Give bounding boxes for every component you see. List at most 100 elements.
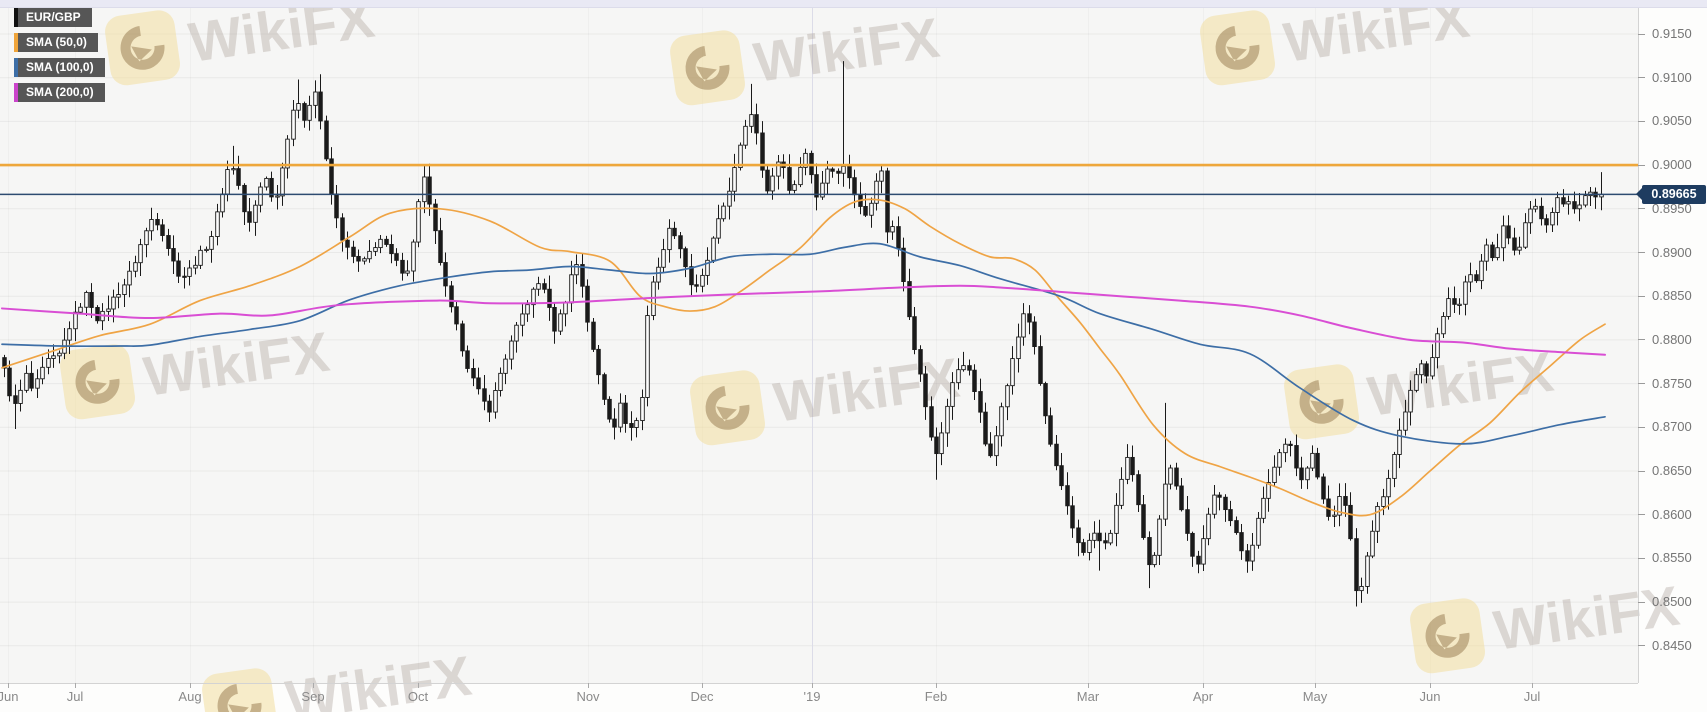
candle-down <box>236 168 241 186</box>
candle-down <box>612 418 617 428</box>
candle-up <box>743 125 748 146</box>
candle-down <box>1059 465 1064 487</box>
y-axis-tick <box>1638 470 1645 472</box>
candle-down <box>1348 504 1353 540</box>
candle-down <box>356 255 361 262</box>
candle-up <box>493 390 498 413</box>
candle-up <box>1397 429 1402 455</box>
wikifx-eagle-glyph <box>685 46 730 90</box>
candle-up <box>1550 212 1555 226</box>
candle-up <box>1435 333 1440 359</box>
candle-up <box>1419 363 1424 376</box>
candle-down <box>302 103 307 121</box>
candle-up <box>1087 539 1092 553</box>
legend-item-indicator[interactable]: SMA (50,0) <box>14 33 98 52</box>
candle-up <box>1441 316 1446 335</box>
candle-down <box>166 235 171 249</box>
wikifx-logo-icon <box>105 10 180 86</box>
y-axis-label: 0.8450 <box>1652 637 1692 653</box>
candle-up <box>187 267 192 277</box>
candle-up <box>51 355 56 359</box>
candle-down <box>585 285 590 323</box>
candle-down <box>623 402 628 424</box>
candle-up <box>411 241 416 272</box>
candle-up <box>738 144 743 169</box>
candle-up <box>950 382 955 407</box>
candle-down <box>547 288 552 308</box>
y-axis-tick <box>1638 164 1645 166</box>
candle-down <box>394 253 399 261</box>
sma-line-sma-100 <box>1 242 1606 445</box>
y-axis-tick <box>1638 383 1645 385</box>
y-axis-tick <box>1638 295 1645 297</box>
candle-up <box>825 168 830 184</box>
candle-down <box>1424 363 1429 377</box>
candle-up <box>78 306 83 313</box>
legend-item-indicator[interactable]: SMA (100,0) <box>14 58 105 77</box>
candle-up <box>225 169 230 195</box>
candle-up <box>1430 357 1435 377</box>
y-axis-label: 0.8500 <box>1652 594 1692 610</box>
candle-down <box>596 348 601 376</box>
candle-up <box>1403 411 1408 431</box>
candle-down <box>672 227 677 237</box>
candle-up <box>67 328 72 341</box>
candle-down <box>591 321 596 350</box>
candle-up <box>1523 222 1528 248</box>
badge-arrow-icon <box>1636 188 1642 201</box>
candle-up <box>422 176 427 203</box>
candle-down <box>1490 244 1495 259</box>
candle-up <box>574 264 579 276</box>
candle-up <box>1479 260 1484 282</box>
candle-up <box>498 372 503 391</box>
legend-item-symbol[interactable]: EUR/GBP <box>14 8 92 27</box>
candle-down <box>852 177 857 196</box>
candle-up <box>84 291 89 308</box>
candle-down <box>1474 274 1479 282</box>
candle-down <box>1065 485 1070 507</box>
x-axis-label: May <box>1302 689 1328 704</box>
wikifx-eagle-glyph <box>705 386 750 430</box>
indicator-legend: EUR/GBP SMA (50,0) SMA (100,0) SMA (200,0) <box>14 8 105 108</box>
candle-up <box>149 219 154 232</box>
candle-down <box>171 248 176 262</box>
candle-up <box>705 259 710 276</box>
candle-up <box>667 227 672 251</box>
candle-up <box>727 190 732 207</box>
candle-down <box>247 211 252 223</box>
candle-down <box>683 248 688 268</box>
candle-down <box>1048 415 1053 445</box>
candle-up <box>645 315 650 398</box>
last-price-badge: 0.89665 <box>1636 184 1706 204</box>
candle-up <box>198 249 203 266</box>
candle-up <box>999 406 1004 437</box>
candle-up <box>1016 336 1021 360</box>
candle-up <box>792 184 797 191</box>
candle-up <box>841 165 846 174</box>
candle-down <box>830 168 835 172</box>
candle-up <box>1277 452 1282 468</box>
candle-up <box>1256 517 1261 546</box>
legend-item-indicator[interactable]: SMA (200,0) <box>14 83 105 102</box>
candle-down <box>7 367 12 397</box>
candle-up <box>798 166 803 186</box>
candle-up <box>1010 358 1015 387</box>
candle-down <box>400 259 405 274</box>
candle-up <box>378 238 383 249</box>
wikifx-eagle-glyph <box>1215 26 1260 70</box>
candle-up <box>313 91 318 106</box>
candle-down <box>814 174 819 198</box>
candle-up <box>1201 538 1206 565</box>
candle-up <box>1310 452 1315 469</box>
sma-line-sma-50 <box>1 198 1606 517</box>
candle-up <box>373 247 378 252</box>
candle-down <box>1038 346 1043 384</box>
candle-up <box>1266 482 1271 499</box>
x-axis-tick <box>1430 683 1431 688</box>
candle-down <box>967 365 972 371</box>
candle-up <box>1261 497 1266 519</box>
y-axis-label: 0.9050 <box>1652 113 1692 129</box>
candle-down <box>1097 532 1102 542</box>
